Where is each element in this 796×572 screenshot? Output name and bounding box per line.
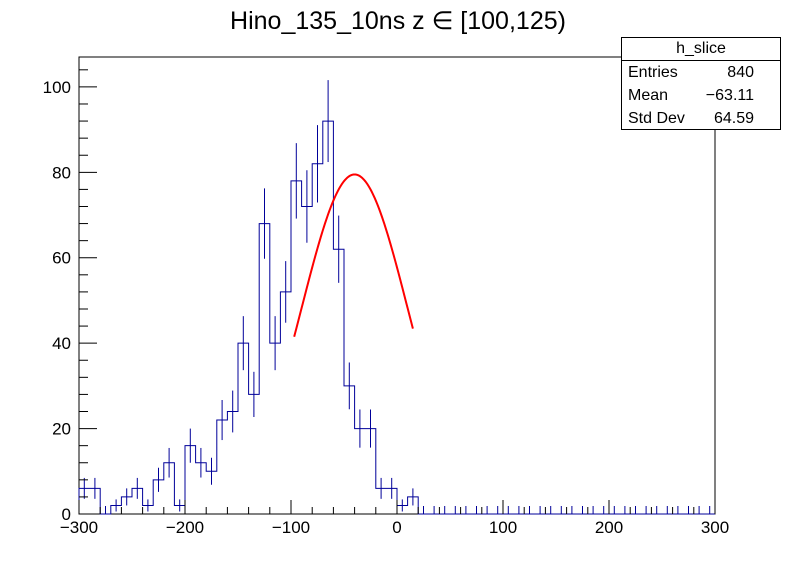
y-tick-label: 20 xyxy=(52,420,71,439)
fit-curve xyxy=(293,173,414,337)
y-tick-label: 60 xyxy=(52,249,71,268)
y-tick-label: 40 xyxy=(52,334,71,353)
x-tick-label: −200 xyxy=(166,518,204,537)
fit-curve-series xyxy=(293,173,414,337)
stats-value: 64.59 xyxy=(713,110,754,127)
x-tick-label: 100 xyxy=(489,518,517,537)
x-tick-label: 200 xyxy=(595,518,623,537)
stats-row-entries: Entries 840 xyxy=(622,61,780,84)
x-tick-label: 0 xyxy=(392,518,401,537)
y-tick-label: 100 xyxy=(43,78,71,97)
stats-label: Entries xyxy=(628,64,678,81)
y-tick-label: 0 xyxy=(62,505,71,524)
y-tick-label: 80 xyxy=(52,163,71,182)
stats-row-std-dev: Std Dev 64.59 xyxy=(622,107,780,130)
axes: −300 −200 −100 0 100 200 300 0 20 40 60 80 100 xyxy=(43,69,729,537)
histogram-outline xyxy=(78,120,715,515)
stats-value: −63.11 xyxy=(705,87,754,104)
histogram-series xyxy=(78,80,715,515)
stats-label: Std Dev xyxy=(628,110,685,127)
stats-box: h_slice Entries 840 Mean −63.11 Std Dev … xyxy=(621,37,781,130)
plot-frame xyxy=(78,56,716,515)
x-tick-label: −300 xyxy=(60,518,98,537)
stats-label: Mean xyxy=(628,87,669,104)
stats-box-title: h_slice xyxy=(622,38,780,61)
stats-value: 840 xyxy=(727,64,754,81)
x-tick-label: −100 xyxy=(272,518,310,537)
stats-row-mean: Mean −63.11 xyxy=(622,84,780,107)
x-tick-label: 300 xyxy=(701,518,729,537)
chart-title: Hino_135_10ns z ∈ [100,125) xyxy=(230,7,566,35)
